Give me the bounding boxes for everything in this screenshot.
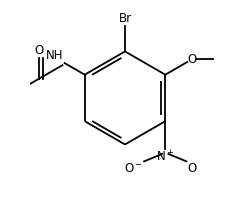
Text: O: O (34, 44, 43, 56)
Text: O: O (187, 53, 196, 66)
Text: NH: NH (46, 49, 64, 62)
Text: O: O (188, 162, 197, 175)
Text: N$^+$: N$^+$ (156, 150, 174, 165)
Text: O$^-$: O$^-$ (124, 162, 143, 175)
Text: Br: Br (118, 12, 132, 25)
